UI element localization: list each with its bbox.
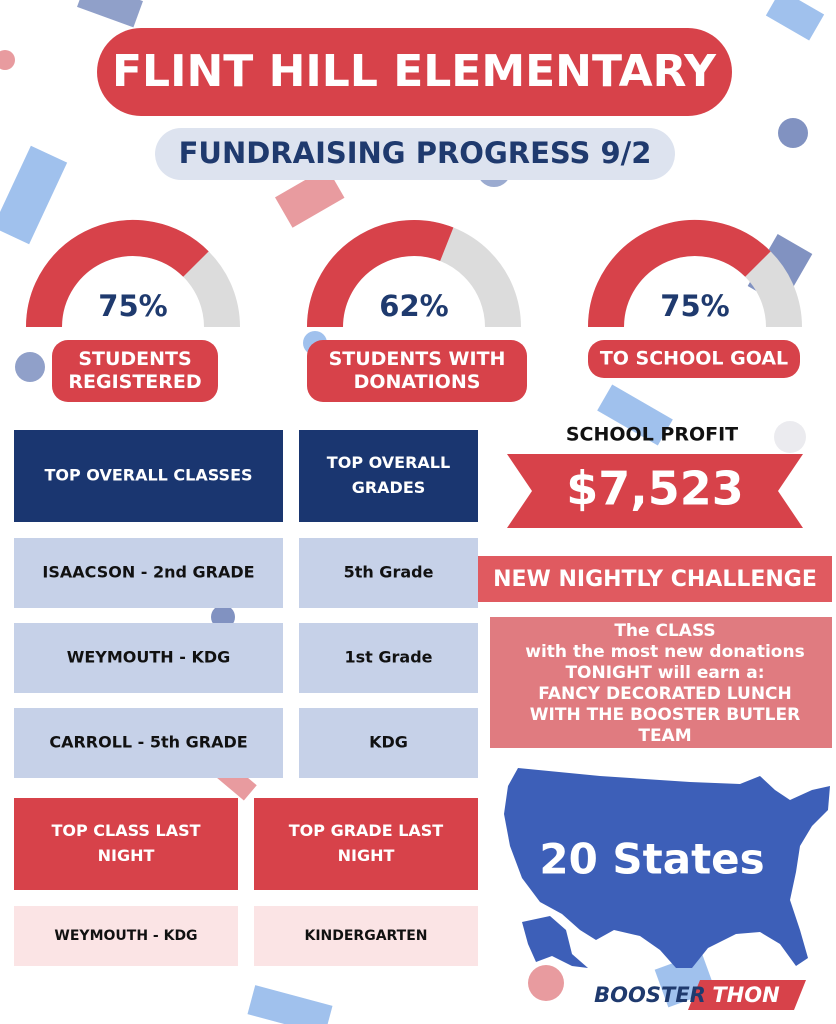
gauge-label-pill <box>307 340 527 402</box>
gauge-value: 75% <box>98 289 167 323</box>
table-cell: CARROLL - 5th GRADE <box>49 733 247 752</box>
logo: BOOSTER THON <box>594 980 806 1010</box>
gauge-value: 62% <box>379 289 448 323</box>
table-header: GRADES <box>352 478 426 497</box>
gauge-fill <box>588 220 771 328</box>
table-header-bg <box>299 430 478 522</box>
table-header-bg <box>14 798 238 890</box>
gauge-value: 75% <box>660 289 729 323</box>
title-pill <box>97 28 732 116</box>
table-cell: KINDERGARTEN <box>304 928 427 944</box>
table-cell-bg <box>254 906 478 966</box>
table-cell: WEYMOUTH - KDG <box>67 648 231 667</box>
subtitle-pill <box>155 128 675 180</box>
table-header: NIGHT <box>98 846 155 865</box>
challenge-line: The CLASS <box>614 621 715 641</box>
table-header: TOP GRADE LAST <box>289 821 444 840</box>
table-header: TOP OVERALL CLASSES <box>44 466 252 485</box>
gauge-label: STUDENTS <box>78 348 191 370</box>
profit-amount: $7,523 <box>566 462 744 516</box>
table-cell: KDG <box>369 733 408 752</box>
us-map <box>504 768 830 968</box>
profit-ribbon <box>507 454 803 528</box>
challenge-line: WITH THE BOOSTER BUTLER <box>530 705 800 725</box>
table-cell-bg <box>14 906 238 966</box>
gauge-label: STUDENTS WITH <box>329 348 506 370</box>
challenge-title-bar <box>478 556 832 602</box>
table-cell-bg <box>14 708 283 778</box>
table-cell-bg <box>14 538 283 608</box>
table-cell-bg <box>299 708 478 778</box>
table-cell: WEYMOUTH - KDG <box>54 928 197 944</box>
challenge-box <box>490 617 832 748</box>
title: FLINT HILL ELEMENTARY <box>112 46 717 97</box>
tables: TOP OVERALL CLASSES TOP OVERALL GRADES ISAA… <box>14 430 478 966</box>
logo-right: THON <box>712 983 780 1007</box>
table-header-bg <box>14 430 283 522</box>
table-cell: 5th Grade <box>344 563 434 582</box>
gauge-fill <box>307 220 454 328</box>
table-header-bg <box>254 798 478 890</box>
challenge-title: NEW NIGHTLY CHALLENGE <box>493 567 817 592</box>
challenge-line: FANCY DECORATED LUNCH <box>538 684 792 704</box>
table-header: TOP CLASS LAST <box>51 821 200 840</box>
table-header: NIGHT <box>338 846 395 865</box>
gauge-label: DONATIONS <box>354 371 481 393</box>
subtitle: FUNDRAISING PROGRESS 9/2 <box>179 136 652 170</box>
gauge-label-pill <box>52 340 218 402</box>
table-cell-bg <box>299 623 478 693</box>
gauge-label: TO SCHOOL GOAL <box>600 348 788 370</box>
table-cell-bg <box>14 623 283 693</box>
gauge-fill <box>26 220 209 328</box>
challenge-line: TONIGHT will earn a: <box>565 663 764 683</box>
table-cell: 1st Grade <box>345 648 433 667</box>
table-cell-bg <box>299 538 478 608</box>
challenge-line: with the most new donations <box>525 642 804 662</box>
states-count: 20 States <box>539 835 764 884</box>
gauge-label-pill <box>588 340 800 378</box>
table-header: TOP OVERALL <box>327 453 450 472</box>
challenge-line: TEAM <box>638 726 691 746</box>
gauge-label: REGISTERED <box>68 371 201 393</box>
table-cell: ISAACSON - 2nd GRADE <box>42 563 254 582</box>
profit-label: SCHOOL PROFIT <box>566 424 738 446</box>
logo-left: BOOSTER <box>594 983 706 1007</box>
